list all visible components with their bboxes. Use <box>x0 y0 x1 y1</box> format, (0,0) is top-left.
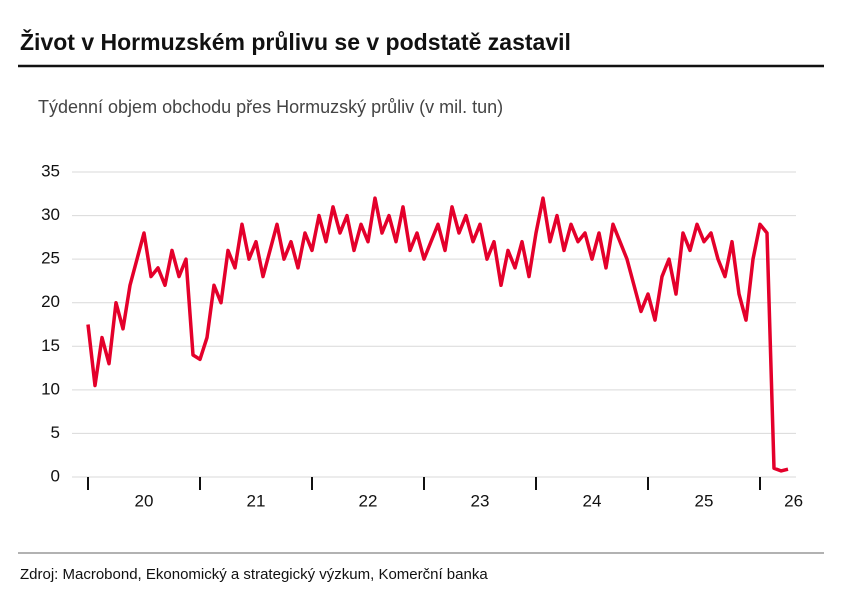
source: Zdroj: Macrobond, Ekonomický a strategic… <box>20 566 488 583</box>
x-tick-label: 23 <box>471 491 490 510</box>
x-tick-label: 20 <box>135 491 154 510</box>
x-tick-label: 21 <box>247 491 266 510</box>
x-tick-label: 25 <box>695 491 714 510</box>
series-line <box>86 196 789 473</box>
subtitle: Týdenní objem obchodu přes Hormuzský prů… <box>38 97 503 117</box>
y-tick-label: 0 <box>51 466 60 485</box>
y-tick-label: 35 <box>41 161 60 180</box>
y-tick-label: 20 <box>41 292 60 311</box>
y-tick-label: 5 <box>51 423 60 442</box>
x-tick-label: 24 <box>583 491 602 510</box>
chart-title: Život v Hormuzském průlivu se v podstatě… <box>20 28 571 55</box>
x-tick-label: 22 <box>359 491 378 510</box>
y-tick-label: 15 <box>41 336 60 355</box>
y-tick-label: 30 <box>41 205 60 224</box>
y-tick-label: 25 <box>41 249 60 268</box>
x-tick-label: 26 <box>784 491 803 510</box>
y-tick-label: 10 <box>41 379 60 398</box>
